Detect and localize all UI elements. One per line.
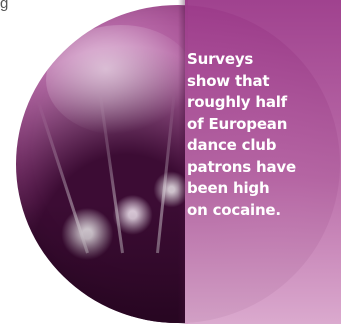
callout-line: on cocaine. [187,200,281,219]
callout-panel [185,0,341,324]
panel-shadow-edge [178,0,188,324]
callout-line: dance club [187,136,277,154]
callout-line: Surveys [187,50,254,68]
callout-line: roughly half [187,93,288,111]
callout-line: show that [187,71,270,90]
callout-line: of European [187,114,288,133]
callout-line: been high [187,179,270,197]
callout-text: Surveys show that roughly half of Europe… [187,49,337,221]
sphere-highlight [46,25,196,135]
cut-off-text: g [0,0,9,12]
callout-line: patrons have [187,157,296,176]
